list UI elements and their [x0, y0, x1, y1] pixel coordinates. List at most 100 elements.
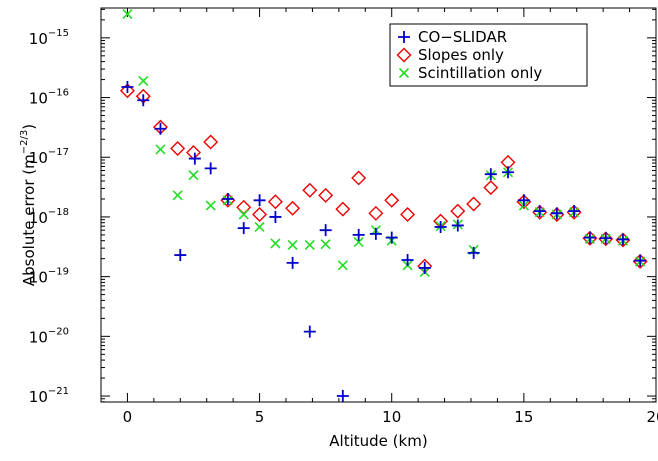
- data-point: [451, 219, 464, 232]
- data-point: [236, 199, 252, 215]
- y-tick-label: 10−18: [29, 207, 69, 227]
- data-point: [286, 256, 299, 269]
- data-point: [634, 254, 647, 267]
- data-point: [450, 203, 466, 219]
- y-axis-title: Absolute error (m−2/3): [19, 124, 38, 286]
- data-point: [155, 144, 166, 155]
- data-point: [253, 194, 266, 207]
- series-plus: [121, 81, 647, 403]
- data-point: [170, 141, 186, 157]
- x-tick-label: 10: [382, 408, 401, 426]
- y-axis-title-main: Absolute error (m: [20, 154, 38, 286]
- data-point: [172, 190, 183, 201]
- data-point: [302, 182, 318, 198]
- data-point: [319, 224, 332, 237]
- data-point: [221, 192, 234, 205]
- data-point: [237, 222, 250, 235]
- x-tick-label: 15: [514, 408, 533, 426]
- data-point: [615, 232, 631, 248]
- data-point: [285, 200, 301, 216]
- data-point: [351, 170, 367, 186]
- data-point: [369, 227, 382, 240]
- data-point: [466, 196, 482, 212]
- data-point: [434, 220, 447, 233]
- data-point: [532, 204, 548, 220]
- data-point: [188, 152, 201, 165]
- data-point: [337, 260, 348, 271]
- data-point: [484, 168, 497, 181]
- data-point: [483, 180, 499, 196]
- data-point: [583, 231, 596, 244]
- data-point: [582, 230, 598, 246]
- data-point: [287, 239, 298, 250]
- legend-label: Scintillation only: [418, 64, 542, 82]
- data-point: [352, 228, 365, 241]
- x-tick-label: 5: [255, 408, 265, 426]
- data-points: [119, 9, 648, 403]
- data-point: [119, 83, 135, 99]
- legend-label: CO−SLIDAR: [418, 28, 507, 46]
- y-axis-title-exponent: −2/3: [19, 130, 30, 154]
- data-point: [205, 200, 216, 211]
- data-point: [353, 236, 364, 248]
- data-point: [467, 246, 480, 259]
- legend-marker: [398, 31, 410, 43]
- data-point: [632, 253, 648, 269]
- data-point: [267, 194, 283, 210]
- legend-marker: [396, 47, 412, 63]
- data-point: [335, 201, 351, 217]
- data-point: [599, 232, 612, 245]
- x-tick-label: 20: [646, 408, 658, 426]
- data-point: [137, 94, 150, 107]
- data-point: [174, 249, 187, 262]
- data-point: [533, 205, 546, 218]
- legend-label: Slopes only: [418, 46, 504, 64]
- data-point: [336, 390, 349, 403]
- data-point: [188, 170, 199, 181]
- data-point: [318, 187, 334, 203]
- data-point: [269, 210, 282, 223]
- data-point: [254, 221, 265, 233]
- data-point: [320, 239, 331, 250]
- data-point: [368, 205, 384, 221]
- y-tick-label: 10−16: [29, 88, 69, 108]
- data-point: [204, 162, 217, 175]
- data-point: [517, 194, 530, 207]
- axes: 0 5 10 15 20 10−21 10−20 10−19 10−18 10−17 10−16 10…: [29, 7, 658, 426]
- data-point: [252, 206, 268, 222]
- data-point: [550, 207, 563, 220]
- data-point: [401, 253, 414, 266]
- y-axis-title-close: ): [20, 124, 38, 130]
- data-point: [568, 205, 581, 218]
- data-point: [304, 239, 315, 250]
- data-point: [418, 261, 431, 274]
- data-point: [203, 134, 219, 150]
- data-point: [238, 209, 249, 220]
- data-point: [616, 233, 629, 246]
- data-point: [549, 206, 565, 222]
- data-point: [186, 145, 201, 161]
- data-point: [400, 206, 416, 222]
- legend-box: [389, 23, 588, 87]
- legend-marker: [398, 67, 410, 79]
- data-point: [384, 192, 400, 208]
- y-tick-label: 10−20: [29, 326, 69, 346]
- plot-frame: [100, 7, 657, 403]
- data-point: [385, 231, 398, 244]
- data-point: [121, 81, 134, 94]
- data-point: [598, 231, 614, 247]
- x-tick-label: 0: [123, 408, 133, 426]
- data-point: [138, 75, 149, 86]
- y-tick-label: 10−21: [29, 386, 69, 406]
- data-point: [303, 325, 316, 338]
- series-diamond: [119, 83, 648, 274]
- x-axis-title: Altitude (km): [329, 432, 427, 450]
- data-point: [154, 122, 167, 135]
- data-point: [122, 9, 133, 20]
- y-tick-label: 10−15: [29, 28, 69, 48]
- data-point: [270, 238, 281, 249]
- data-point: [502, 166, 514, 179]
